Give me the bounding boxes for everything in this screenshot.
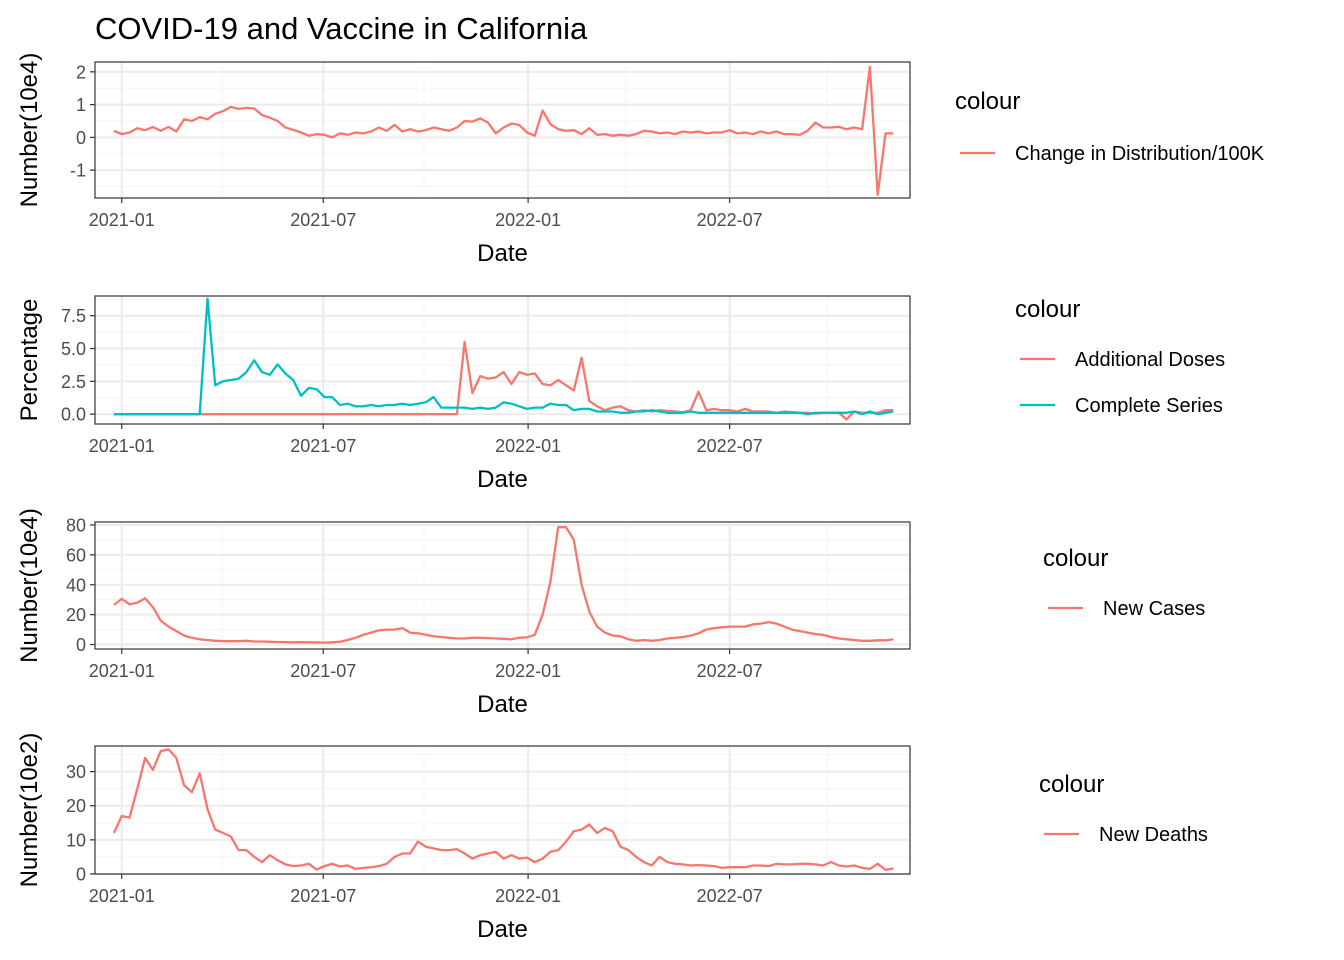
x-tick-label: 2022-07 (697, 886, 763, 906)
y-axis-title: Number(10e4) (16, 508, 43, 663)
y-tick-label: 7.5 (61, 306, 86, 326)
x-tick-label: 2022-07 (697, 436, 763, 456)
y-tick-label: 0 (76, 865, 86, 885)
legend-label: Additional Doses (1075, 349, 1225, 371)
y-axis-title: Number(10e4) (16, 53, 43, 208)
series-line-new-cases (113, 526, 894, 644)
legend-title: colour (1039, 771, 1104, 798)
x-axis-title: Date (477, 691, 528, 718)
x-tick-label: 2021-07 (290, 210, 356, 230)
x-tick-label: 2021-07 (290, 661, 356, 681)
y-tick-label: 0.0 (61, 405, 86, 425)
legend: colour Change in Distribution/100K (955, 88, 1265, 165)
x-axis-title: Date (477, 466, 528, 493)
series-line-complete-series (113, 297, 894, 416)
x-tick-label: 2021-01 (89, 436, 155, 456)
legend: colour Additional Doses Complete Series (1015, 296, 1225, 417)
x-tick-label: 2021-01 (89, 886, 155, 906)
chart-panel-2: 0.0 2.5 5.0 7.5 2021-01 2021-07 2022-01 2022-07… (16, 295, 1225, 493)
panel-border (94, 295, 911, 425)
x-tick-label: 2022-01 (495, 886, 561, 906)
y-tick-label: 20 (66, 605, 86, 625)
series-line-new-deaths (112, 748, 894, 872)
x-tick-label: 2022-01 (495, 661, 561, 681)
y-tick-label: 5.0 (61, 339, 86, 359)
legend-label: New Deaths (1099, 824, 1208, 846)
legend: colour New Cases (1043, 545, 1205, 620)
x-tick-label: 2022-01 (495, 210, 561, 230)
legend-title: colour (955, 88, 1020, 115)
x-tick-label: 2021-07 (290, 886, 356, 906)
y-tick-label: 1 (76, 95, 86, 115)
chart-panel-3: 0 20 40 60 80 2021-01 2021-07 2022-01 2022-07 Dat… (16, 508, 1205, 718)
y-tick-label: 30 (66, 762, 86, 782)
panel-border (94, 521, 911, 650)
x-tick-label: 2022-01 (495, 436, 561, 456)
x-axis-title: Date (477, 240, 528, 267)
x-tick-label: 2022-07 (697, 661, 763, 681)
x-tick-label: 2022-07 (697, 210, 763, 230)
y-axis-title: Percentage (16, 299, 43, 422)
panel-border (94, 61, 911, 199)
y-tick-label: 2 (76, 62, 86, 82)
series-line-additional-doses (113, 340, 894, 421)
legend-title: colour (1043, 545, 1108, 572)
legend: colour New Deaths (1039, 771, 1208, 846)
legend-label: Change in Distribution/100K (1015, 143, 1265, 165)
figure-title: COVID-19 and Vaccine in California (95, 11, 588, 46)
y-tick-label: -1 (70, 161, 86, 181)
legend-title: colour (1015, 296, 1080, 323)
panel-border (94, 745, 911, 875)
x-axis-title: Date (477, 916, 528, 943)
y-axis-title: Number(10e2) (16, 733, 43, 888)
chart-panel-1: -1 0 1 2 2021-01 2021-07 2022-01 2022-07 Date Num… (16, 53, 1265, 267)
x-tick-label: 2021-01 (89, 661, 155, 681)
y-tick-label: 0 (76, 128, 86, 148)
legend-label: New Cases (1103, 598, 1205, 620)
y-tick-label: 60 (66, 545, 86, 565)
series-line-change-in-distribution-100k (113, 65, 894, 196)
legend-label: Complete Series (1075, 395, 1223, 417)
y-tick-label: 80 (66, 515, 86, 535)
x-tick-label: 2021-07 (290, 436, 356, 456)
y-tick-label: 10 (66, 830, 86, 850)
panel-background (95, 62, 910, 198)
chart-panel-4: 0 10 20 30 2021-01 2021-07 2022-01 2022-07 Date N… (16, 733, 1208, 943)
y-tick-label: 20 (66, 796, 86, 816)
x-tick-label: 2021-01 (89, 210, 155, 230)
y-tick-label: 40 (66, 575, 86, 595)
chart-panels: -1 0 1 2 2021-01 2021-07 2022-01 2022-07 Date Num… (16, 53, 1265, 943)
y-tick-label: 2.5 (61, 372, 86, 392)
panel-background (95, 746, 910, 874)
y-tick-label: 0 (76, 635, 86, 655)
